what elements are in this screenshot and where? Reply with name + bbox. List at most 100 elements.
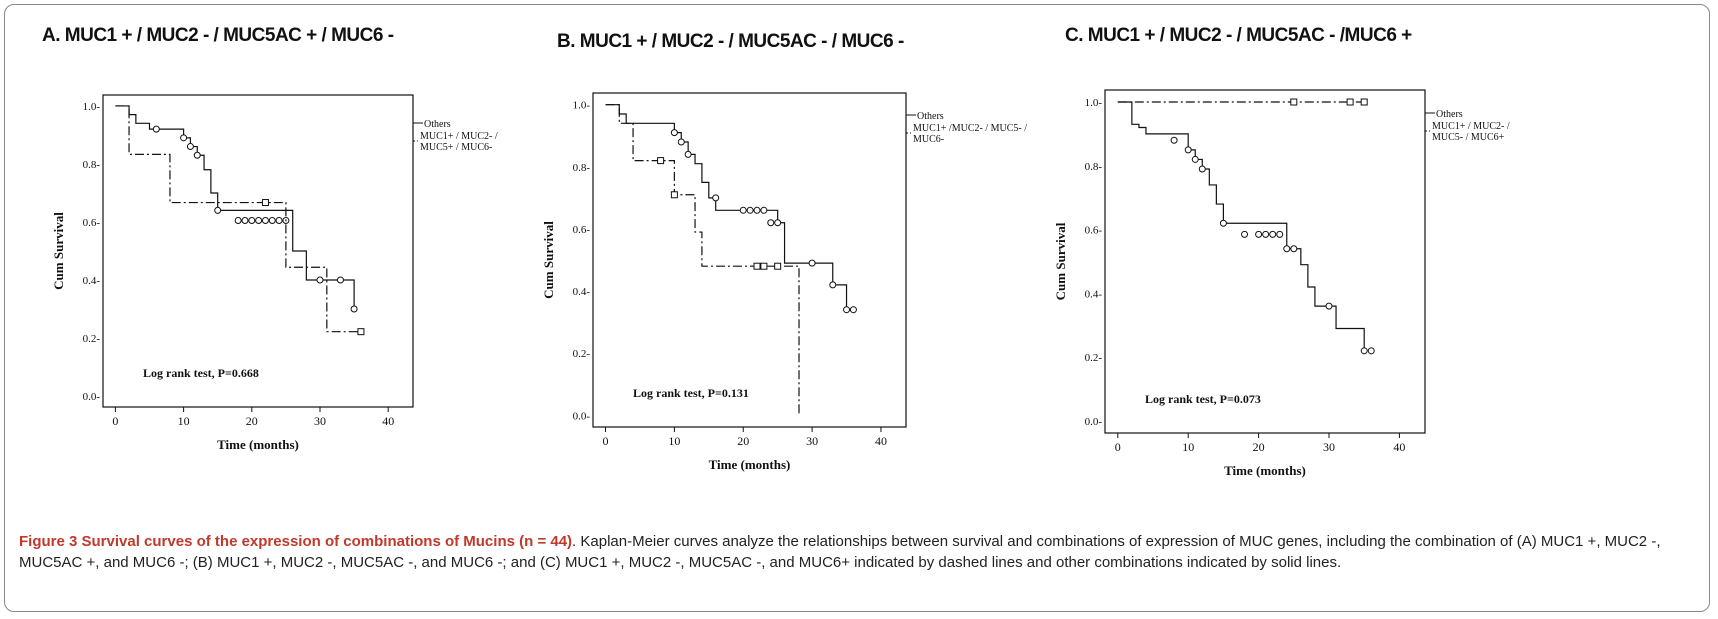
a-censor-circle [186, 143, 194, 151]
a-y-tick-label: 0.4- [83, 275, 101, 287]
a-x-tick-label: 40 [382, 414, 394, 428]
a-legend-others-label: Others [424, 119, 451, 130]
a-y-tick-label: 1.0- [83, 101, 101, 113]
a-legend-others-symbol [412, 122, 423, 131]
a-censor-circle [214, 206, 222, 214]
b-y-tick-label: 0.0- [573, 410, 591, 422]
c-censor-circle [1325, 302, 1333, 310]
caption-bold: Figure 3 Survival curves of the expressi… [19, 533, 573, 550]
b-legend-others-symbol [905, 114, 916, 123]
b-x-tick-label: 30 [806, 434, 818, 448]
a-censor-circle [255, 217, 263, 225]
a-y-tick-label: 0.8- [83, 159, 101, 171]
a-log-rank-annotation: Log rank test, P=0.668 [143, 366, 259, 380]
c-x-tick-label: 20 [1253, 440, 1265, 454]
a-censor-circle [152, 125, 160, 133]
c-log-rank-annotation: Log rank test, P=0.073 [1145, 392, 1261, 406]
b-y-tick-label: 0.6- [573, 224, 591, 236]
c-censor-circle [1283, 245, 1291, 253]
c-x-tick-label: 10 [1182, 440, 1194, 454]
c-y-tick-label: 0.6- [1085, 225, 1103, 237]
a-censor-circle [261, 217, 269, 225]
a-censor-circle [248, 217, 256, 225]
b-y-tick-label: 1.0- [573, 100, 591, 112]
c-censor-circle [1191, 155, 1199, 163]
b-y-tick-label: 0.4- [573, 286, 591, 298]
c-censor-circle [1219, 219, 1227, 227]
c-x-tick-label: 0 [1115, 440, 1121, 454]
b-legend-combination-label: MUC1+ /MUC2- / MUC5- / MUC6- [913, 123, 1027, 145]
a-y-axis-label: Cum Survival [51, 212, 66, 290]
b-censor-circle [746, 206, 754, 214]
a-censor-circle [180, 134, 188, 142]
a-censor-circle [241, 217, 249, 225]
b-censor-circle [767, 219, 775, 227]
b-censor-circle [849, 306, 857, 314]
b-combination-line [605, 104, 800, 416]
c-plot-area [1104, 89, 1426, 434]
a-y-tick-label: 0.6- [83, 217, 101, 229]
a-x-tick-label: 20 [246, 414, 258, 428]
c-y-tick-label: 0.4- [1085, 288, 1103, 300]
b-y-tick-label: 0.8- [573, 162, 591, 174]
c-y-tick-label: 1.0- [1085, 97, 1103, 109]
a-censor-square [261, 199, 269, 207]
b-censor-circle [753, 206, 761, 214]
b-censor-square [670, 191, 678, 199]
c-censor-circle [1367, 347, 1375, 355]
panel-c-chart: 0.0- 0.2- 0.4- 0.6- 0.8- 1.0- 0 10 20 30 40 Time (m… [1053, 89, 1510, 478]
b-x-tick-label: 40 [875, 434, 887, 448]
b-legend-others-label: Others [917, 111, 944, 122]
b-censor-circle [670, 129, 678, 137]
c-censor-square [1360, 98, 1368, 106]
b-censor-circle [677, 138, 685, 146]
a-y-tick-label: 0.2- [83, 333, 101, 345]
b-legend-combination-symbol [905, 132, 911, 139]
a-censor-circle [336, 276, 344, 284]
c-censor-circle [1241, 230, 1249, 238]
b-censor-circle [843, 306, 851, 314]
b-y-axis-label: Cum Survival [541, 221, 556, 299]
c-censor-square [1290, 98, 1298, 106]
figure-caption: Figure 3 Survival curves of the expressi… [19, 531, 1699, 573]
a-censor-square [357, 328, 365, 336]
c-y-tick-label: 0.2- [1085, 352, 1103, 364]
caption-text: . Kaplan-Meier curves analyze the relati… [19, 533, 1661, 571]
c-x-tick-label: 40 [1393, 440, 1405, 454]
a-y-tick-label: 0.0- [83, 391, 101, 403]
c-y-tick-label: 0.0- [1085, 416, 1103, 428]
b-censor-square [760, 262, 768, 270]
b-x-tick-label: 0 [603, 434, 609, 448]
b-x-tick-label: 10 [668, 434, 680, 448]
a-combination-line [115, 105, 361, 333]
a-censor-circle [234, 217, 242, 225]
a-censor-circle [316, 276, 324, 284]
c-y-tick-label: 0.8- [1085, 161, 1103, 173]
c-legend-others-label: Others [1436, 109, 1463, 120]
a-x-tick-label: 0 [112, 414, 118, 428]
a-legend-combination-label: MUC1+ / MUC2- / MUC5+ / MUC6- [420, 131, 498, 153]
a-censor-circle [268, 217, 276, 225]
b-censor-circle [774, 219, 782, 227]
figure-frame: A. MUC1 + / MUC2 - / MUC5AC + / MUC6 - B… [4, 4, 1710, 612]
c-legend-combination-symbol [1424, 130, 1430, 137]
c-censor-circle [1360, 347, 1368, 355]
b-censor-circle [739, 206, 747, 214]
c-x-axis-label: Time (months) [1224, 463, 1306, 478]
b-censor-circle [684, 150, 692, 158]
c-x-tick-label: 30 [1323, 440, 1335, 454]
panel-a-title: A. MUC1 + / MUC2 - / MUC5AC + / MUC6 - [42, 25, 394, 46]
c-legend-combination-label: MUC1+ / MUC2- / MUC5- / MUC6+ [1432, 121, 1510, 143]
b-censor-circle [760, 206, 768, 214]
b-censor-circle [808, 259, 816, 267]
a-legend-combination-symbol [412, 140, 418, 147]
a-x-tick-label: 10 [178, 414, 190, 428]
panel-c-title: C. MUC1 + / MUC2 - / MUC5AC - /MUC6 + [1065, 25, 1412, 46]
panel-b-title: B. MUC1 + / MUC2 - / MUC5AC - / MUC6 - [557, 31, 904, 52]
c-censor-square [1346, 98, 1354, 106]
b-censor-circle [712, 194, 720, 202]
panel-b-chart: 0.0- 0.2- 0.4- 0.6- 0.8- 1.0- 0 10 20 30 40 Time (m… [541, 92, 1027, 472]
a-x-axis-label: Time (months) [217, 437, 299, 452]
b-censor-circle [829, 281, 837, 289]
b-y-tick-label: 0.2- [573, 348, 591, 360]
